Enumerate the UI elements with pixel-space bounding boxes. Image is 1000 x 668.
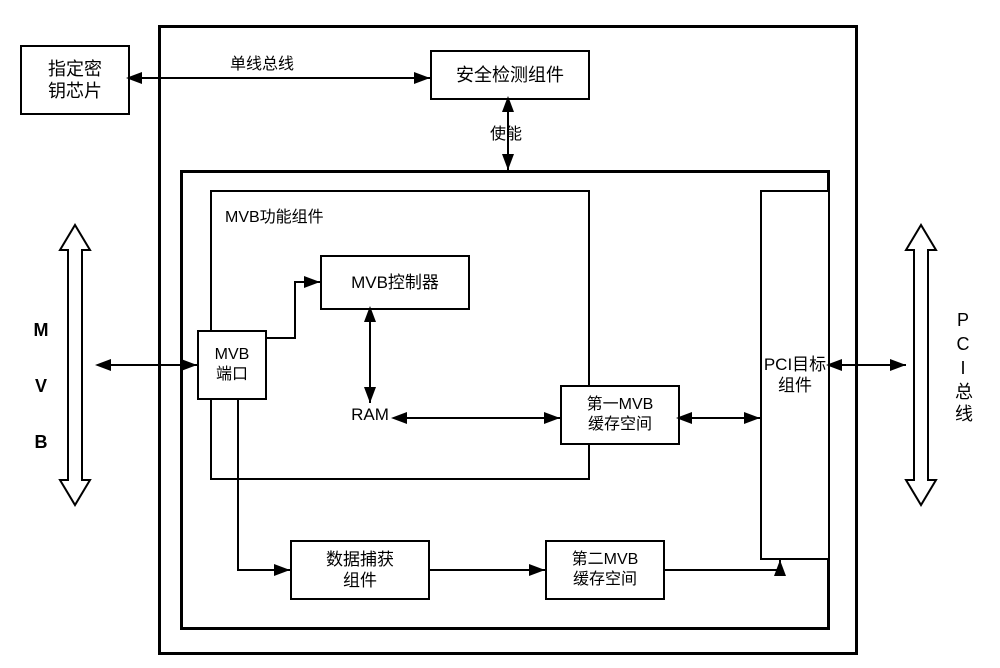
data-cap-label: 数据捕获组件 [326,549,394,592]
pci-bus-label: PCI总线 [950,310,976,426]
data-cap-box: 数据捕获组件 [290,540,430,600]
enable-label: 使能 [490,120,522,144]
mvb-bus-arrow [60,225,90,505]
sec-check-box: 安全检测组件 [430,50,590,100]
mvb-func-box [210,190,590,480]
mvb-func-title: MVB功能组件 [225,203,324,227]
mvb-cache2-box: 第二MVB缓存空间 [545,540,665,600]
mvb-cache2-label: 第二MVB缓存空间 [572,550,639,590]
ram-label: RAM [345,405,395,425]
mvb-bus-label: M V B [30,320,51,460]
key-chip-box: 指定密钥芯片 [20,45,130,115]
mvb-port-label: MVB端口 [215,345,250,385]
sec-check-label: 安全检测组件 [456,64,564,87]
pci-bus-arrow [906,225,936,505]
single-wire-label: 单线总线 [230,50,294,74]
mvb-port-box: MVB端口 [197,330,267,400]
pci-target-label: PCI目标组件 [764,354,826,397]
mvb-ctrl-label: MVB控制器 [351,272,439,293]
mvb-cache1-box: 第一MVB缓存空间 [560,385,680,445]
key-chip-label: 指定密钥芯片 [48,58,102,103]
mvb-cache1-label: 第一MVB缓存空间 [587,395,654,435]
pci-target-box: PCI目标组件 [760,190,830,560]
mvb-ctrl-box: MVB控制器 [320,255,470,310]
